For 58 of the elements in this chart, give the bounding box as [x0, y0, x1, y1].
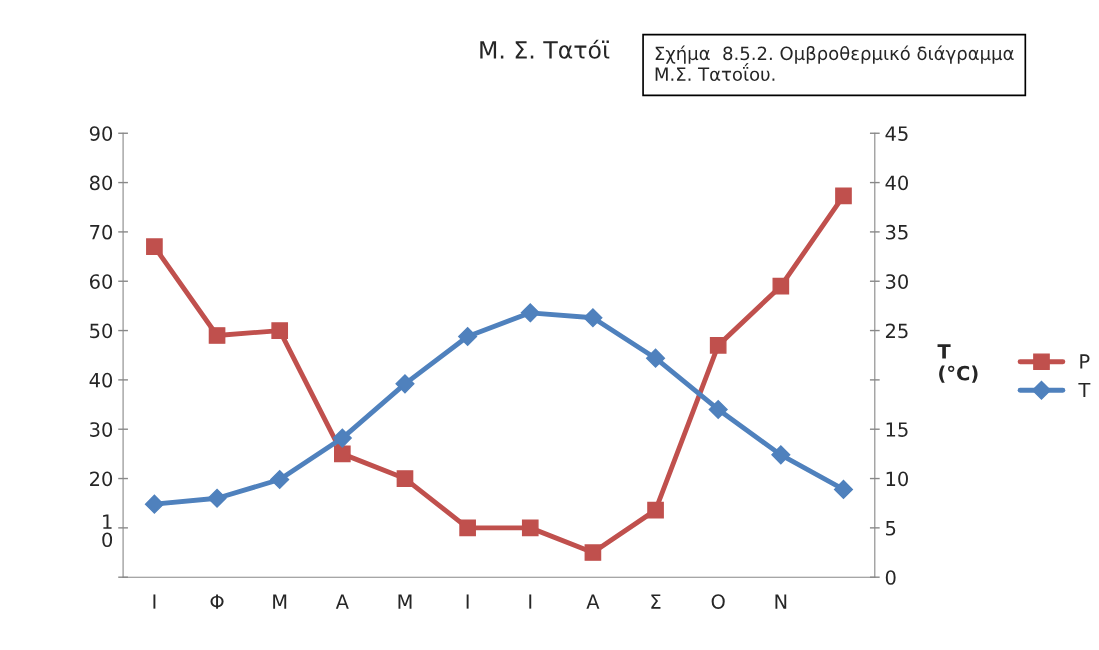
y2-tick-label: 30 [886, 274, 908, 289]
chart-title: Μ. Σ. Τατόϊ [480, 39, 610, 59]
point [771, 445, 791, 465]
y2-tick-label: 40 [885, 175, 908, 191]
point [584, 544, 602, 561]
point [207, 488, 227, 508]
point [583, 308, 603, 328]
y2-tick-label: 25 [885, 323, 908, 339]
point [458, 326, 478, 347]
y2-tick-label: 35 [886, 224, 908, 240]
x-tick-label: Ο [711, 594, 725, 609]
y-tick-label: 60 [89, 274, 113, 289]
x-tick-label: Σ [651, 594, 661, 609]
point [835, 187, 852, 205]
y2-tick-label: 5 [886, 521, 896, 536]
y-tick-label: 20 [90, 471, 113, 487]
x-tick-label: Ι [529, 594, 532, 609]
y-tick-label: 50 [90, 323, 113, 339]
y-tick-label: 40 [89, 372, 113, 388]
x-tick-label: Μ [273, 594, 287, 609]
point [332, 428, 352, 448]
point [208, 327, 226, 344]
point [271, 322, 289, 339]
y-tick-label: 90 [89, 126, 113, 141]
point [708, 399, 728, 420]
x-tick-label: Ι [153, 594, 156, 609]
point [772, 277, 790, 295]
y2-axis-title: T (°C) [937, 344, 978, 383]
x-tick-label: Α [335, 594, 349, 609]
point [459, 519, 476, 537]
x-tick-label: Ι [466, 594, 469, 609]
point [520, 303, 540, 323]
x-tick-label: Α [586, 594, 600, 609]
point [396, 470, 414, 487]
x-tick-label: Μ [398, 594, 412, 609]
point [647, 501, 664, 519]
y-tick-label: 70 [90, 224, 113, 240]
y2-tick-label: 10 [886, 471, 908, 487]
point [395, 374, 415, 394]
legend-label: P [1080, 354, 1090, 369]
point [521, 519, 539, 537]
x-tick-label: Ν [775, 594, 787, 609]
y2-tick-label: 15 [886, 422, 908, 437]
point [144, 494, 164, 514]
y-tick-label: 80 [89, 175, 113, 191]
point [646, 348, 666, 368]
y2-tick-label: 0 [885, 570, 896, 585]
point [334, 445, 351, 463]
legend-label: T [1078, 382, 1091, 398]
y2-tick-label: 45 [885, 126, 908, 141]
y-tick-label: 1 0 [102, 514, 113, 548]
x-tick-label: Φ [210, 594, 224, 609]
text: Σχήμα 8.5.2. Ομβροθερμικό διάγραμμα Μ.Σ. Τατοΐου. [655, 45, 1014, 81]
point [146, 238, 163, 256]
y-tick-label: 30 [90, 422, 113, 437]
point [833, 479, 854, 499]
point [270, 469, 290, 490]
point [709, 337, 727, 354]
